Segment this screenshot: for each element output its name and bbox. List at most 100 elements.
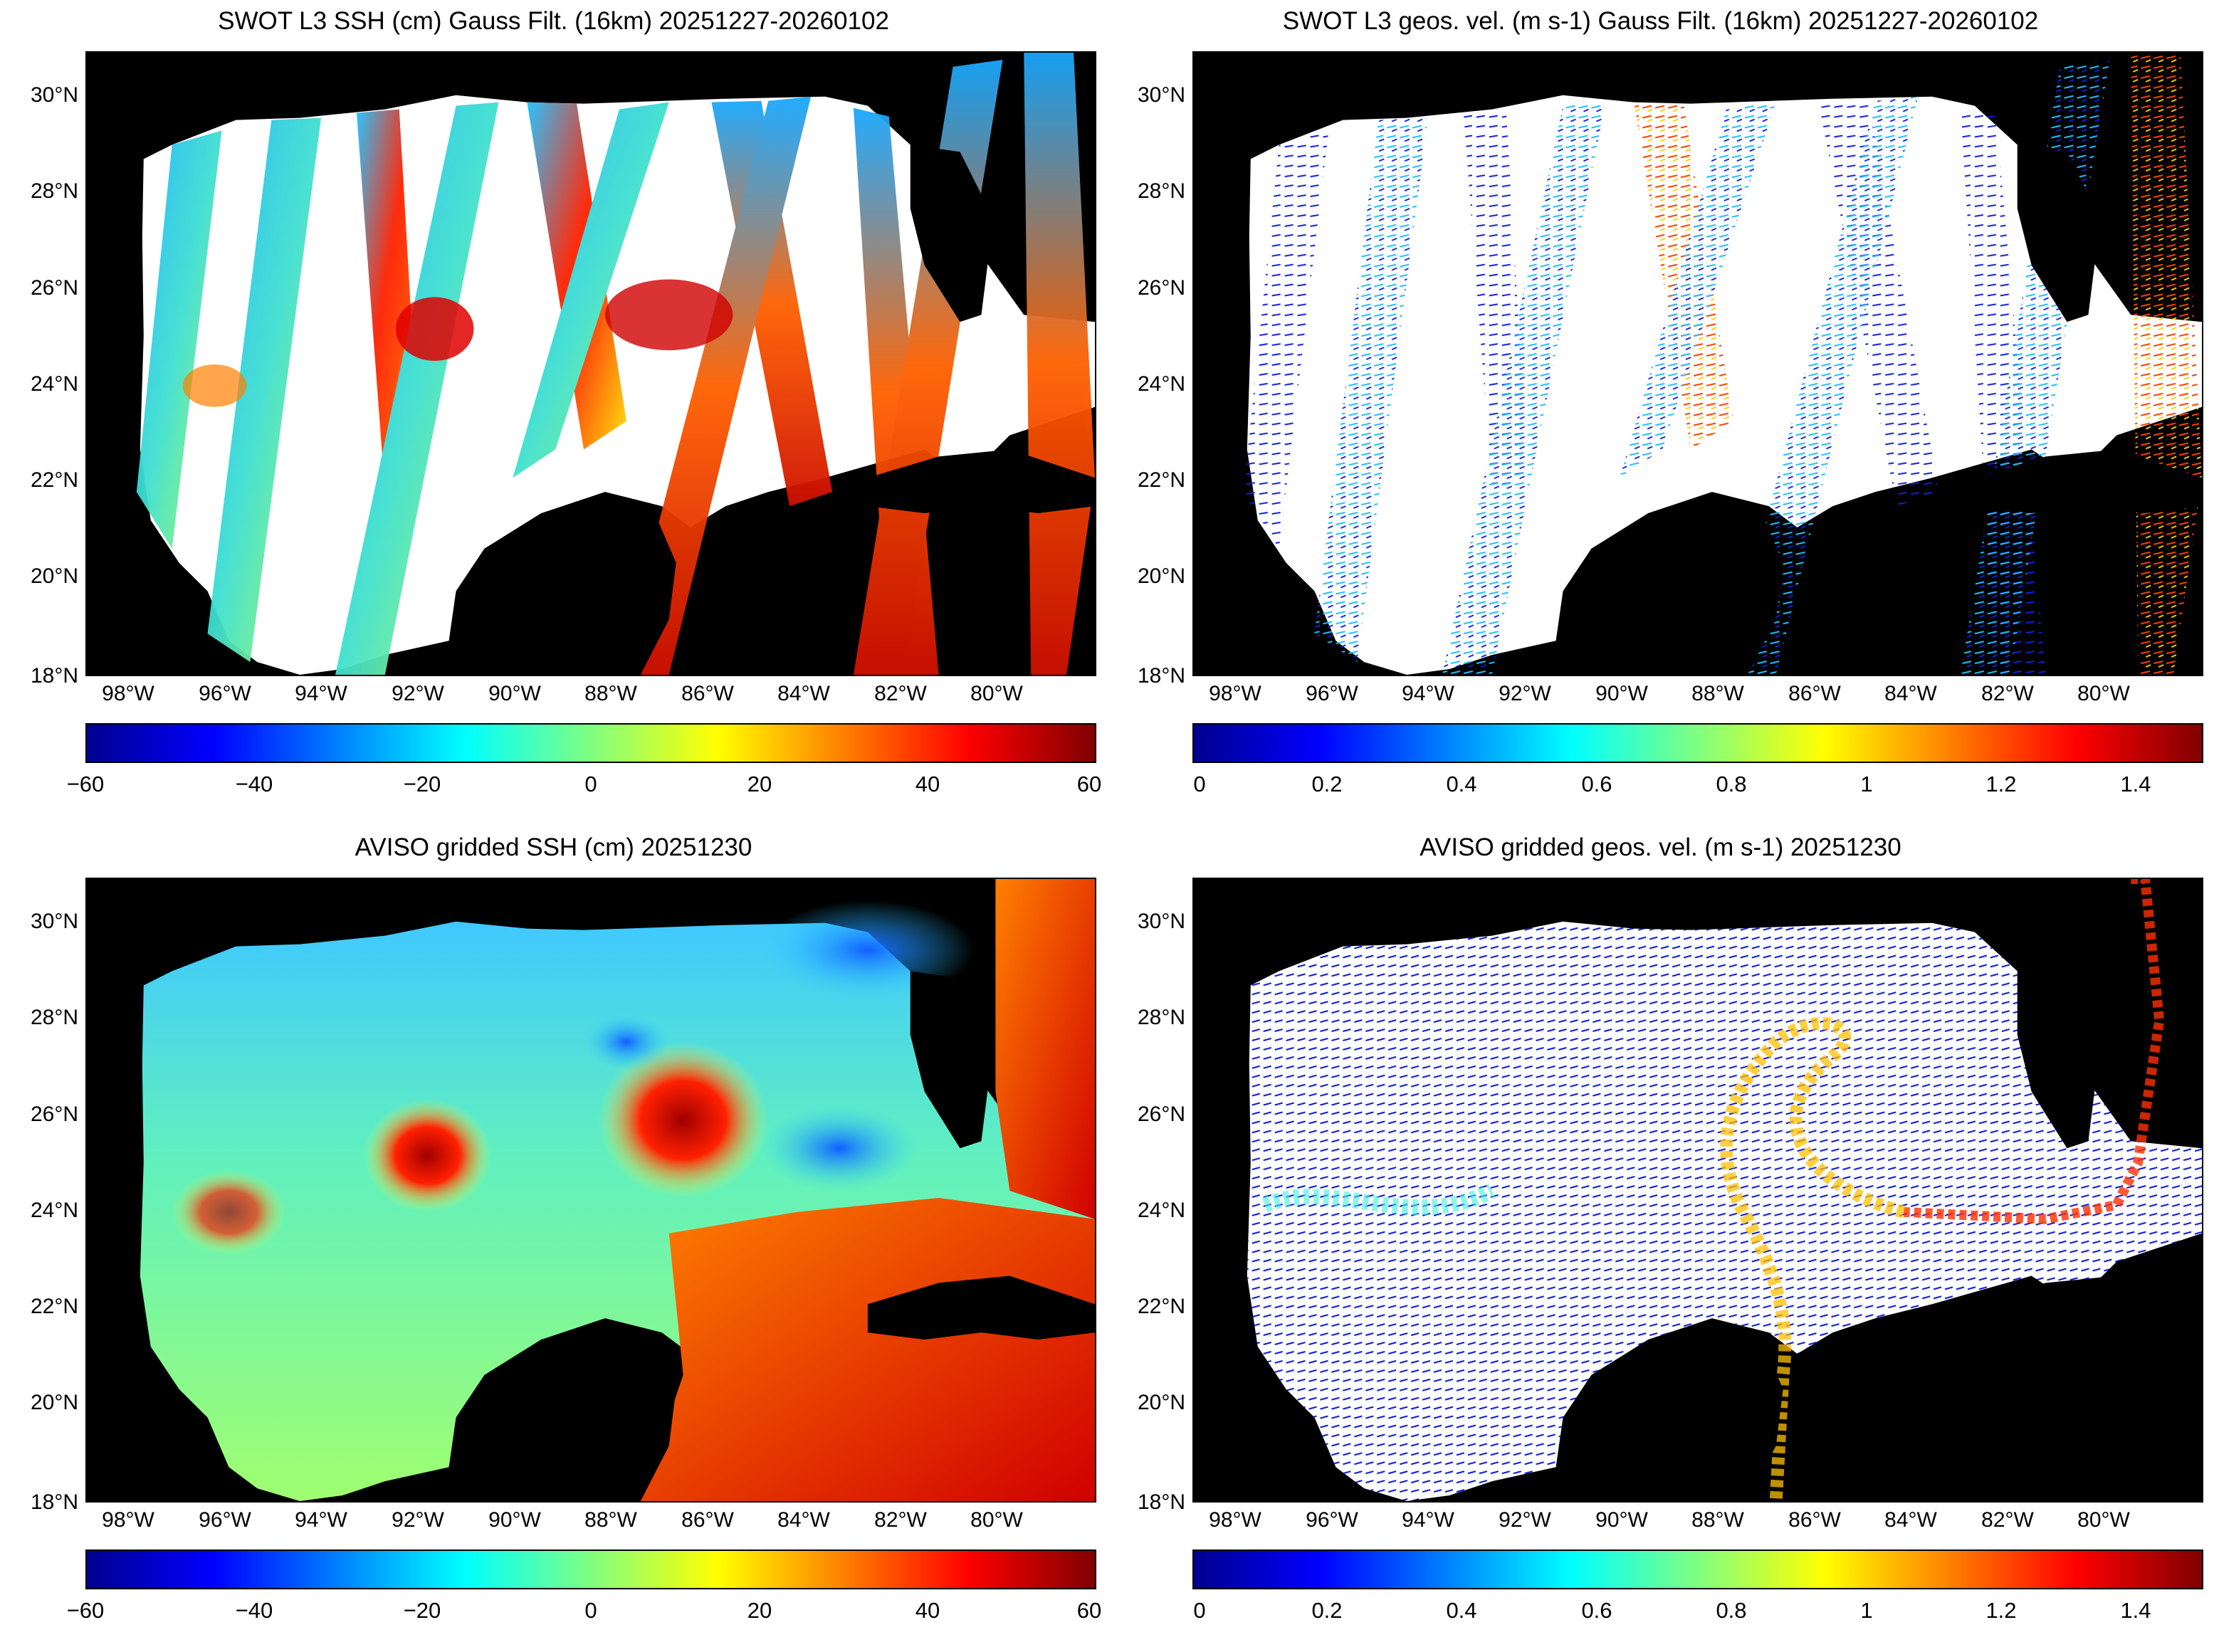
lon-label: 92°W: [1499, 1508, 1551, 1532]
lon-label: 96°W: [199, 1508, 251, 1532]
lat-label: 26°N: [30, 276, 78, 300]
lon-label: 92°W: [392, 682, 444, 705]
colorbar-tick: −40: [235, 1598, 273, 1623]
colorbar-tick: −40: [235, 772, 273, 796]
lat-label: 18°N: [30, 1490, 78, 1514]
lat-label: 20°N: [30, 564, 78, 588]
map-aviso-ssh: [85, 878, 1096, 1503]
lat-label: 26°N: [30, 1103, 78, 1126]
colorbar-tick: 60: [1076, 1598, 1102, 1623]
lon-label: 88°W: [1691, 682, 1744, 705]
colorbar-tick: 1.4: [2120, 1598, 2151, 1623]
lon-label: 88°W: [584, 1508, 637, 1532]
colorbar-tick: 0: [1193, 1598, 1206, 1623]
colorbar-tick: 1.4: [2120, 772, 2151, 796]
colorbar: [1192, 1550, 2203, 1589]
colorbar-tick: 40: [915, 1598, 940, 1623]
colorbar-tick: 0.4: [1446, 772, 1477, 796]
lat-label: 22°N: [30, 1295, 78, 1318]
lon-label: 96°W: [199, 682, 251, 705]
lon-label: 90°W: [1595, 1508, 1648, 1532]
colorbar-tick: −60: [66, 1598, 105, 1623]
map-aviso-velocity: [1192, 878, 2203, 1503]
lon-label: 84°W: [1884, 1508, 1937, 1532]
colorbar-tick: 20: [747, 1598, 772, 1623]
colorbar-tick: 1: [1860, 772, 1873, 796]
lon-label: 94°W: [1402, 1508, 1454, 1532]
panel-swot-ssh: SWOT L3 SSH (cm) Gauss Filt. (16km) 2025…: [0, 0, 1107, 826]
lon-label: 86°W: [681, 682, 734, 705]
lon-label: 94°W: [295, 1508, 347, 1532]
lat-label: 26°N: [1137, 1103, 1185, 1126]
colorbar: [85, 723, 1096, 763]
lat-label: 20°N: [30, 1391, 78, 1414]
lon-label: 84°W: [777, 1508, 830, 1532]
panel-title: AVISO gridded geos. vel. (m s-1) 2025123…: [1420, 833, 1901, 861]
lat-label: 18°N: [30, 664, 78, 688]
colorbar-tick: 0.4: [1446, 1598, 1477, 1623]
lon-label: 82°W: [874, 682, 927, 705]
lat-label: 28°N: [30, 179, 78, 203]
lat-label: 22°N: [1137, 1295, 1185, 1318]
lon-label: 84°W: [1884, 682, 1937, 705]
lat-label: 28°N: [1137, 179, 1185, 203]
colorbar-tick: 0: [584, 1598, 597, 1623]
panel-title: SWOT L3 geos. vel. (m s-1) Gauss Filt. (…: [1282, 7, 2039, 35]
lat-label: 22°N: [30, 468, 78, 492]
lon-label: 80°W: [970, 1508, 1023, 1532]
lon-label: 94°W: [1402, 682, 1454, 705]
lon-label: 90°W: [488, 1508, 541, 1532]
lat-label: 24°N: [1137, 372, 1185, 396]
lon-label: 96°W: [1306, 682, 1358, 705]
colorbar-tick: 0.6: [1581, 1598, 1612, 1623]
colorbar-tick: −20: [403, 1598, 441, 1623]
lat-label: 30°N: [1137, 83, 1185, 107]
lon-label: 90°W: [488, 682, 541, 705]
panel-swot-velocity: SWOT L3 geos. vel. (m s-1) Gauss Filt. (…: [1107, 0, 2214, 826]
colorbar: [85, 1550, 1096, 1589]
lon-label: 90°W: [1595, 682, 1648, 705]
colorbar-tick: 0.6: [1581, 772, 1612, 796]
lon-label: 88°W: [1691, 1508, 1744, 1532]
lon-label: 80°W: [2077, 682, 2130, 705]
colorbar-tick: 0.8: [1716, 1598, 1747, 1623]
lon-label: 82°W: [1981, 682, 2034, 705]
colorbar: [1192, 723, 2203, 763]
lon-label: 98°W: [1209, 1508, 1261, 1532]
colorbar-tick: 0.2: [1311, 1598, 1343, 1623]
panel-aviso-ssh: AVISO gridded SSH (cm) 20251230: [0, 826, 1107, 1652]
lon-label: 88°W: [584, 682, 637, 705]
panel-aviso-velocity: AVISO gridded geos. vel. (m s-1) 2025123…: [1107, 826, 2214, 1652]
map-swot-velocity: [1192, 51, 2203, 676]
colorbar-tick: 0: [1193, 772, 1206, 796]
lon-label: 98°W: [102, 1508, 154, 1532]
lon-label: 94°W: [295, 682, 347, 705]
colorbar-tick: −60: [66, 772, 105, 796]
lon-label: 82°W: [1981, 1508, 2034, 1532]
colorbar-tick: 1: [1860, 1598, 1873, 1623]
lat-label: 24°N: [30, 1199, 78, 1222]
lat-label: 20°N: [1137, 564, 1185, 588]
lat-label: 24°N: [1137, 1199, 1185, 1222]
lat-label: 30°N: [1137, 910, 1185, 933]
lon-label: 86°W: [681, 1508, 734, 1532]
colorbar-tick: 1.2: [1985, 772, 2017, 796]
lat-label: 28°N: [1137, 1006, 1185, 1029]
map-swot-ssh: [85, 51, 1096, 676]
lat-label: 20°N: [1137, 1391, 1185, 1414]
lat-label: 22°N: [1137, 468, 1185, 492]
lat-label: 18°N: [1137, 1490, 1185, 1514]
lon-label: 86°W: [1788, 1508, 1841, 1532]
lon-label: 98°W: [102, 682, 154, 705]
colorbar-tick: 20: [747, 772, 772, 796]
lat-label: 24°N: [30, 372, 78, 396]
colorbar-tick: 40: [915, 772, 940, 796]
colorbar-tick: 60: [1076, 772, 1102, 796]
panel-title: SWOT L3 SSH (cm) Gauss Filt. (16km) 2025…: [218, 7, 889, 35]
lon-label: 92°W: [392, 1508, 444, 1532]
lon-label: 98°W: [1209, 682, 1261, 705]
lat-label: 26°N: [1137, 276, 1185, 300]
colorbar-tick: 0.2: [1311, 772, 1343, 796]
lon-label: 96°W: [1306, 1508, 1358, 1532]
colorbar-tick: 1.2: [1985, 1598, 2017, 1623]
